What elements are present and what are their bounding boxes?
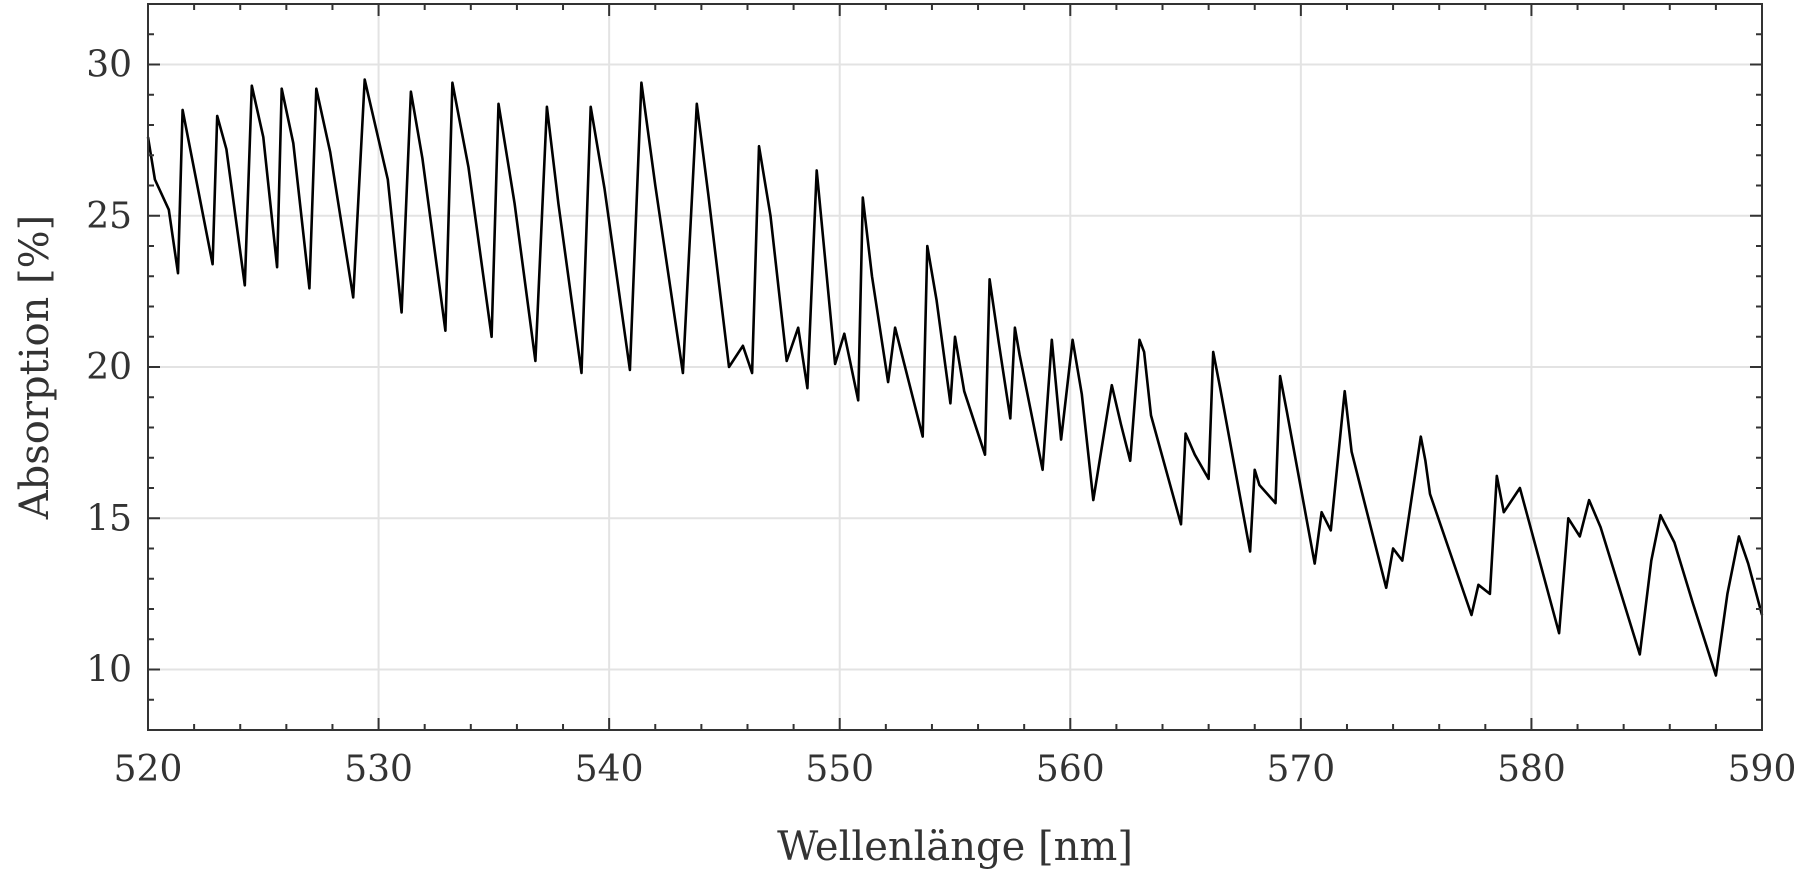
x-tick-labels: 520 530 540 550 560 570 580 590 [114,749,1797,790]
y-tick-labels: 10 15 20 25 30 [86,45,132,691]
y-tick-label: 15 [86,498,132,539]
y-tick-label: 20 [86,347,132,388]
y-tick-label: 10 [86,650,132,691]
x-axis-title: Wellenlänge [nm] [777,824,1133,870]
y-tick-label: 30 [86,45,132,86]
x-tick-label: 570 [1266,749,1335,790]
x-tick-label: 540 [575,749,644,790]
y-tick-label: 25 [86,196,132,237]
x-tick-label: 520 [114,749,183,790]
ticks [147,4,1763,730]
x-tick-label: 550 [805,749,874,790]
x-tick-label: 530 [344,749,413,790]
y-axis-title: Absorption [%] [12,215,58,520]
series-line [146,78,1764,677]
grid [148,4,1762,730]
x-tick-label: 580 [1497,749,1566,790]
x-tick-label: 560 [1036,749,1105,790]
x-tick-label: 590 [1728,749,1797,790]
